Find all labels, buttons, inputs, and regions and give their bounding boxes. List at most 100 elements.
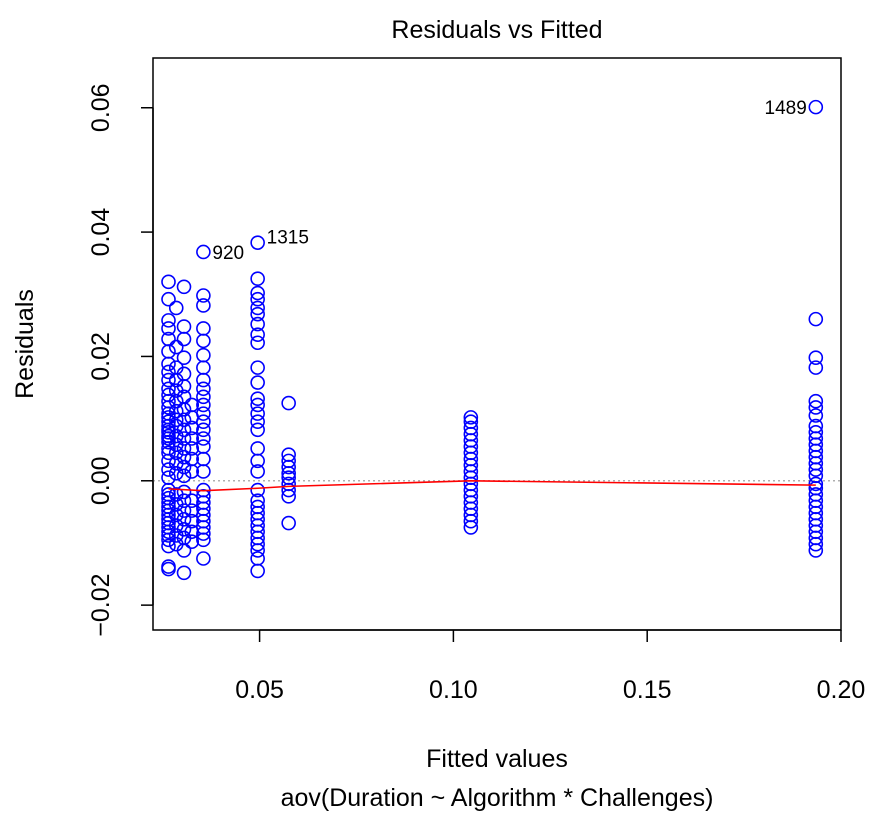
data-point [161,381,176,397]
data-point [161,414,176,430]
y-tick-label: −0.02 [87,573,115,636]
data-point [250,316,265,332]
data-point [176,449,192,465]
data-point [161,313,176,328]
data-point [161,321,176,336]
data-point [176,512,192,527]
data-point [168,339,184,355]
data-point [196,406,211,421]
point-label-1315: 1315 [267,228,309,249]
x-axis: 0.05 0.10 0.15 0.20 [235,629,866,704]
y-tick-label: 0.00 [87,456,115,505]
data-point [176,412,192,428]
data-point [161,364,176,380]
data-point [250,285,265,301]
data-point [196,551,211,566]
data-point [161,538,176,554]
data-point [184,397,200,413]
data-point [168,300,184,316]
data-point [808,350,824,365]
data-point [176,503,192,518]
data-point [161,356,176,372]
data-point [176,521,192,537]
data-point [196,333,211,349]
data-point [176,319,192,334]
data-point [161,274,176,290]
point-annotations: 920 1315 1489 [212,98,806,264]
data-point [161,372,176,388]
data-point [808,487,824,502]
data-point [808,360,824,375]
data-point [250,235,265,250]
data-point [196,381,211,397]
data-point [250,360,265,375]
data-point [250,414,265,430]
data-point [196,439,211,454]
data-point [184,451,200,467]
data-point [161,291,176,307]
data-point [808,99,824,115]
data-point [808,400,824,415]
data-point [250,422,265,438]
data-point [281,447,296,462]
x-tick-label: 0.10 [429,676,478,704]
data-point [250,300,265,316]
data-point [281,476,296,492]
data-point [184,534,200,550]
data-point [281,395,296,411]
data-point [196,489,211,504]
data-point [168,412,184,428]
x-tick-label: 0.20 [817,676,866,704]
data-point [196,431,211,446]
data-point [250,441,265,456]
data-point [176,350,192,365]
data-point [184,420,200,436]
data-point [176,422,192,438]
data-point [250,551,265,566]
data-point [161,470,176,485]
data-point [250,397,265,413]
y-tick-label: 0.06 [87,83,115,132]
data-point [196,397,211,413]
data-point [161,428,176,444]
data-point [250,375,265,390]
data-point [196,244,211,260]
data-point [281,453,296,469]
chart-title: Residuals vs Fitted [391,16,602,44]
data-point [196,321,211,336]
point-label-1489: 1489 [765,98,807,119]
data-point [808,393,824,409]
data-point [250,271,265,287]
data-point [184,513,200,529]
data-point [176,565,192,581]
data-point [808,408,824,423]
data-point [176,468,192,484]
data-point [196,372,211,388]
data-point [161,344,176,359]
data-point [196,389,211,405]
data-points [161,99,824,581]
data-point [250,306,265,322]
data-point [161,487,176,502]
data-point [176,441,192,456]
smooth-fit-line [168,479,816,492]
data-point [281,470,296,485]
data-point [250,499,265,515]
data-point [176,493,192,508]
data-point [161,331,176,347]
data-point [808,476,824,492]
data-point [161,445,176,461]
x-tick-label: 0.05 [235,676,284,704]
data-point [250,464,265,479]
data-point [168,507,184,523]
data-point [250,327,265,342]
data-point [808,418,824,434]
data-point [196,288,211,303]
data-point [196,422,211,438]
x-axis-title: Fitted values [426,745,568,773]
data-point [176,279,192,295]
data-point [250,482,265,498]
data-point [463,414,479,430]
y-tick-label: 0.02 [87,332,115,381]
